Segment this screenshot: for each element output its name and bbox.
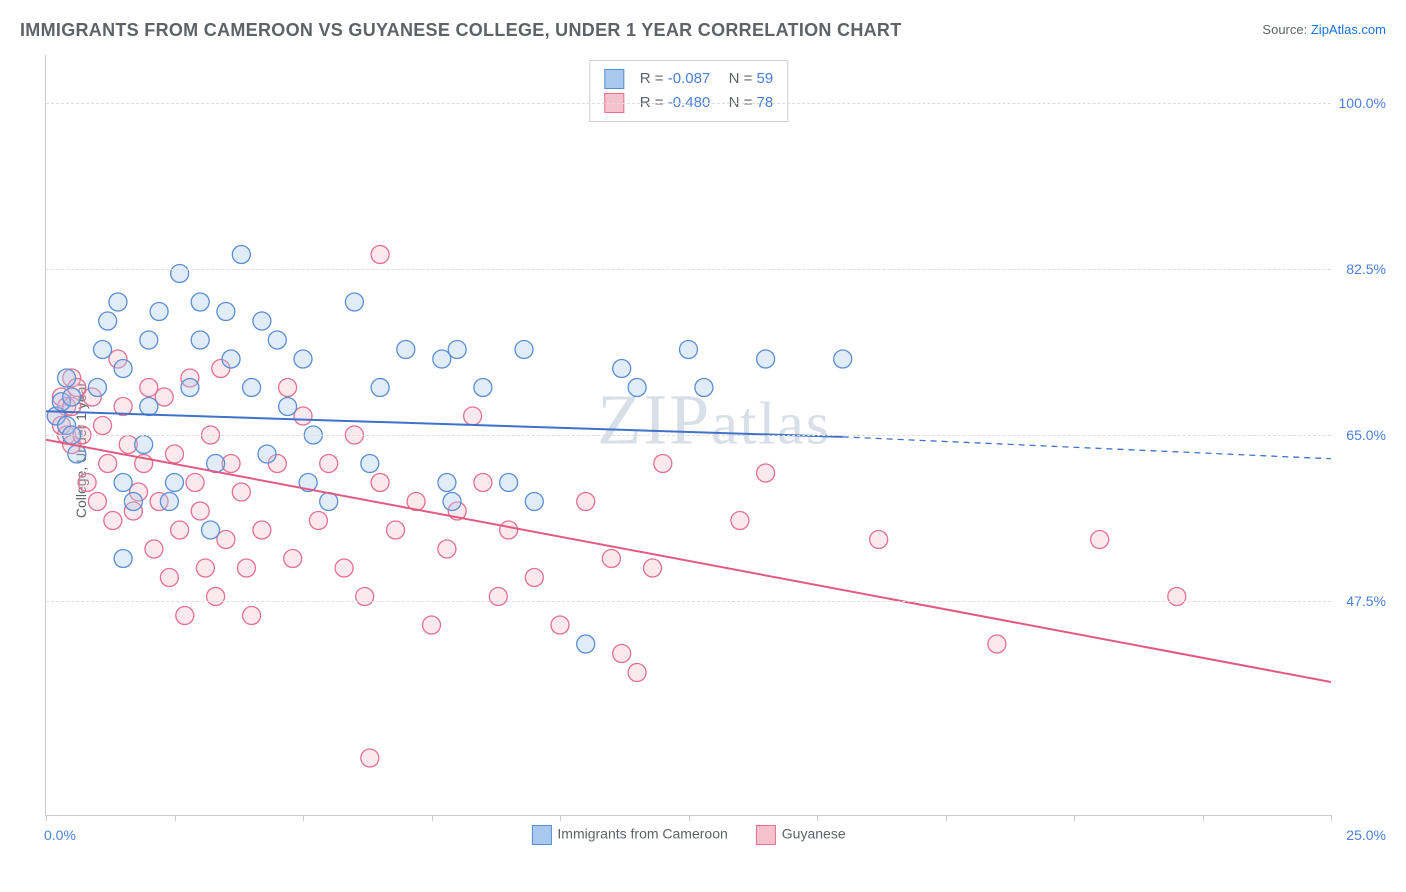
- series-legend-item: Guyanese: [756, 825, 846, 845]
- x-axis-min-label: 0.0%: [44, 827, 76, 843]
- series-legend: Immigrants from Cameroon Guyanese: [531, 825, 845, 845]
- x-tick: [817, 815, 818, 821]
- x-tick: [175, 815, 176, 821]
- legend-row: R = -0.087 N = 59: [604, 67, 773, 91]
- x-tick: [46, 815, 47, 821]
- y-tick-label: 47.5%: [1336, 593, 1386, 609]
- x-tick: [1074, 815, 1075, 821]
- series-legend-item: Immigrants from Cameroon: [531, 825, 727, 845]
- x-tick: [689, 815, 690, 821]
- scatter-chart: College, Under 1 year ZIPatlas R = -0.08…: [45, 55, 1385, 845]
- source-attribution: Source: ZipAtlas.com: [1262, 22, 1386, 37]
- x-tick: [1203, 815, 1204, 821]
- x-tick: [560, 815, 561, 821]
- correlation-legend: R = -0.087 N = 59R = -0.480 N = 78: [589, 60, 788, 122]
- y-tick-label: 82.5%: [1336, 261, 1386, 277]
- source-link[interactable]: ZipAtlas.com: [1311, 22, 1386, 37]
- x-tick: [946, 815, 947, 821]
- gridline: [46, 435, 1331, 436]
- gridline: [46, 601, 1331, 602]
- x-tick: [303, 815, 304, 821]
- x-tick: [1331, 815, 1332, 821]
- y-tick-label: 65.0%: [1336, 427, 1386, 443]
- plot-area: ZIPatlas R = -0.087 N = 59R = -0.480 N =…: [45, 55, 1331, 816]
- gridline: [46, 103, 1331, 104]
- x-tick: [432, 815, 433, 821]
- chart-title: IMMIGRANTS FROM CAMEROON VS GUYANESE COL…: [20, 20, 902, 40]
- x-axis-max-label: 25.0%: [1346, 827, 1386, 843]
- y-tick-label: 100.0%: [1336, 95, 1386, 111]
- gridline: [46, 269, 1331, 270]
